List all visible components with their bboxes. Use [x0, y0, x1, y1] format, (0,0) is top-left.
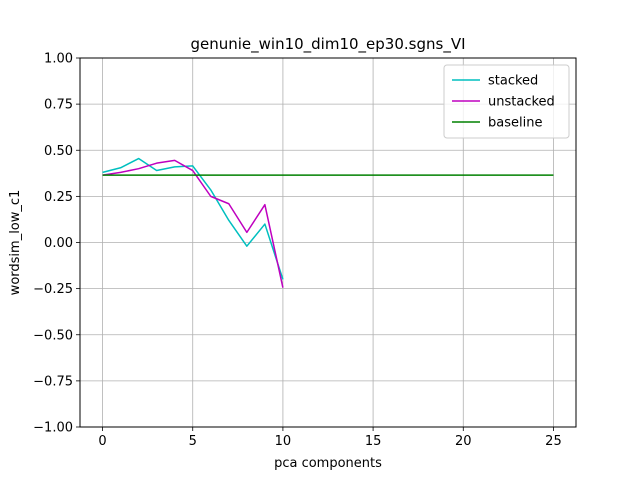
y-tick-label: −0.50 — [33, 328, 73, 343]
legend-label: baseline — [488, 116, 542, 131]
x-axis-label: pca components — [274, 456, 382, 471]
y-tick-label: 0.75 — [44, 98, 73, 113]
series-line-unstacked — [102, 159, 284, 288]
y-tick-label: 0.00 — [44, 236, 73, 251]
y-tick-label: 0.50 — [44, 144, 73, 159]
y-tick-label: 1.00 — [44, 52, 73, 67]
series-line-stacked — [102, 157, 284, 280]
chart-title: genunie_win10_dim10_ep30.sgns_VI — [190, 35, 465, 54]
legend-label: unstacked — [488, 95, 555, 110]
x-tick-label: 25 — [545, 434, 562, 449]
y-tick-label: −0.75 — [33, 374, 73, 389]
x-tick-label: 20 — [455, 434, 472, 449]
y-axis-label: wordsim_low_c1 — [8, 190, 23, 296]
x-tick-label: 0 — [98, 434, 106, 449]
legend-box — [443, 64, 570, 139]
series-lines — [102, 157, 554, 288]
x-tick-label: 10 — [275, 434, 292, 449]
y-tick-label: −0.25 — [33, 282, 73, 297]
x-tick-label: 15 — [365, 434, 382, 449]
y-tick-label: −1.00 — [33, 421, 73, 436]
y-tick-label: 0.25 — [44, 190, 73, 205]
ticks: 0 5 10 15 20 25 −1.00 −0.75 −0.50 −0.25 0.00 0.25 0.… — [33, 52, 562, 450]
legend-label: stacked — [488, 74, 538, 89]
x-tick-label: 5 — [189, 434, 197, 449]
legend: stacked unstacked baseline — [443, 64, 570, 139]
